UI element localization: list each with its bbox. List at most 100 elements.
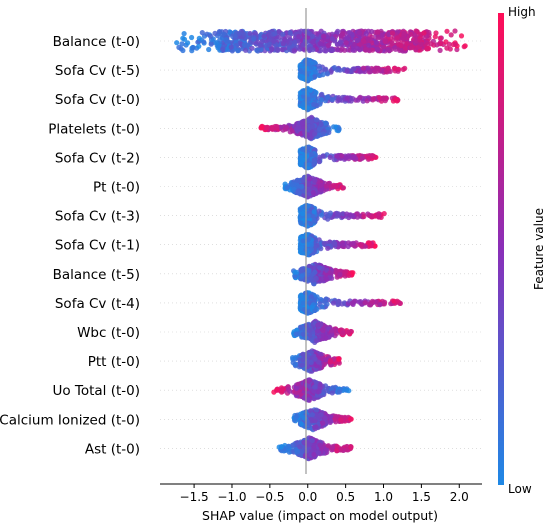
shap-point — [400, 66, 406, 72]
shap-point — [444, 45, 450, 51]
shap-point — [292, 269, 298, 275]
shap-point — [335, 47, 341, 53]
shap-point — [307, 176, 313, 182]
shap-point — [244, 42, 250, 49]
shap-point — [452, 28, 458, 34]
shap-point — [344, 68, 350, 74]
shap-point — [316, 265, 323, 271]
shap-point — [421, 30, 427, 36]
shap-point — [207, 33, 214, 39]
shap-point — [317, 48, 324, 54]
shap-point — [299, 273, 305, 279]
shap-point — [361, 38, 367, 45]
shap-point — [382, 98, 388, 104]
shap-point — [404, 41, 410, 47]
shap-point — [352, 41, 358, 48]
shap-point — [385, 46, 391, 52]
shap-point — [293, 331, 299, 337]
shap-point — [318, 182, 324, 189]
shap-point — [299, 120, 305, 126]
shap-point — [335, 212, 341, 218]
shap-point — [350, 47, 356, 53]
shap-point — [379, 32, 385, 38]
shap-point — [326, 129, 332, 136]
shap-point — [322, 335, 328, 341]
shap-point — [327, 210, 333, 216]
shap-point — [306, 267, 312, 274]
shap-point — [344, 95, 350, 101]
shap-point — [309, 119, 315, 125]
shap-point — [307, 87, 313, 93]
shap-point — [292, 39, 298, 45]
shap-point — [363, 30, 369, 37]
shap-point — [297, 206, 303, 212]
shap-point — [306, 328, 312, 334]
shap-point — [297, 46, 303, 52]
shap-point — [323, 357, 329, 363]
shap-point — [284, 185, 290, 191]
shap-point — [340, 242, 346, 248]
shap-point — [351, 66, 357, 72]
shap-point — [324, 71, 331, 77]
shap-point — [324, 301, 330, 307]
shap-point — [372, 68, 378, 74]
shap-point — [350, 240, 356, 246]
shap-point — [334, 153, 340, 159]
shap-point — [305, 96, 312, 102]
shap-point — [321, 33, 327, 39]
shap-point — [300, 351, 306, 357]
shap-point — [316, 63, 322, 69]
shap-point — [358, 242, 364, 248]
shap-point — [216, 29, 222, 35]
shap-point — [280, 41, 286, 47]
shap-point — [308, 151, 314, 157]
shap-point — [334, 67, 340, 73]
shap-point — [462, 43, 468, 49]
shap-point — [305, 118, 311, 124]
shap-point — [356, 299, 362, 305]
shap-point — [308, 75, 314, 81]
shap-points — [174, 28, 468, 462]
shap-point — [437, 47, 443, 54]
shap-point — [236, 30, 242, 37]
shap-point — [270, 126, 276, 132]
shap-point — [374, 46, 380, 53]
shap-point — [275, 46, 281, 53]
shap-point — [336, 356, 342, 362]
shap-point — [453, 41, 459, 48]
shap-point — [376, 211, 382, 217]
shap-point — [227, 29, 233, 35]
shap-point — [311, 157, 317, 163]
shap-point — [413, 47, 419, 53]
shap-point — [323, 66, 329, 72]
shap-point — [382, 38, 388, 44]
shap-point — [366, 155, 372, 161]
shap-point — [331, 182, 337, 188]
shap-point — [228, 44, 234, 50]
shap-point — [299, 268, 305, 274]
shap-point — [397, 47, 403, 54]
shap-point — [332, 240, 338, 247]
shap-point — [304, 105, 310, 111]
shap-point — [320, 72, 326, 78]
shap-point — [298, 74, 304, 80]
shap-point — [325, 42, 331, 49]
shap-point — [312, 131, 318, 137]
shap-point — [235, 48, 241, 54]
shap-point — [396, 66, 402, 72]
shap-point — [347, 29, 353, 36]
shap-point — [300, 211, 306, 217]
shap-point — [310, 47, 316, 53]
shap-point — [373, 39, 379, 46]
shap-point — [359, 155, 365, 161]
shap-point — [291, 48, 297, 54]
shap-point — [298, 161, 304, 167]
shap-point — [354, 37, 360, 44]
shap-point — [330, 36, 336, 42]
shap-point — [340, 185, 347, 191]
shap-point — [266, 42, 272, 48]
shap-point — [243, 47, 249, 53]
shap-point — [344, 211, 350, 217]
shap-point — [179, 41, 185, 47]
